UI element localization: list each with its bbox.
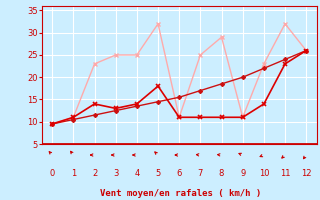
Text: Vent moyen/en rafales ( km/h ): Vent moyen/en rafales ( km/h ) [100, 189, 261, 198]
